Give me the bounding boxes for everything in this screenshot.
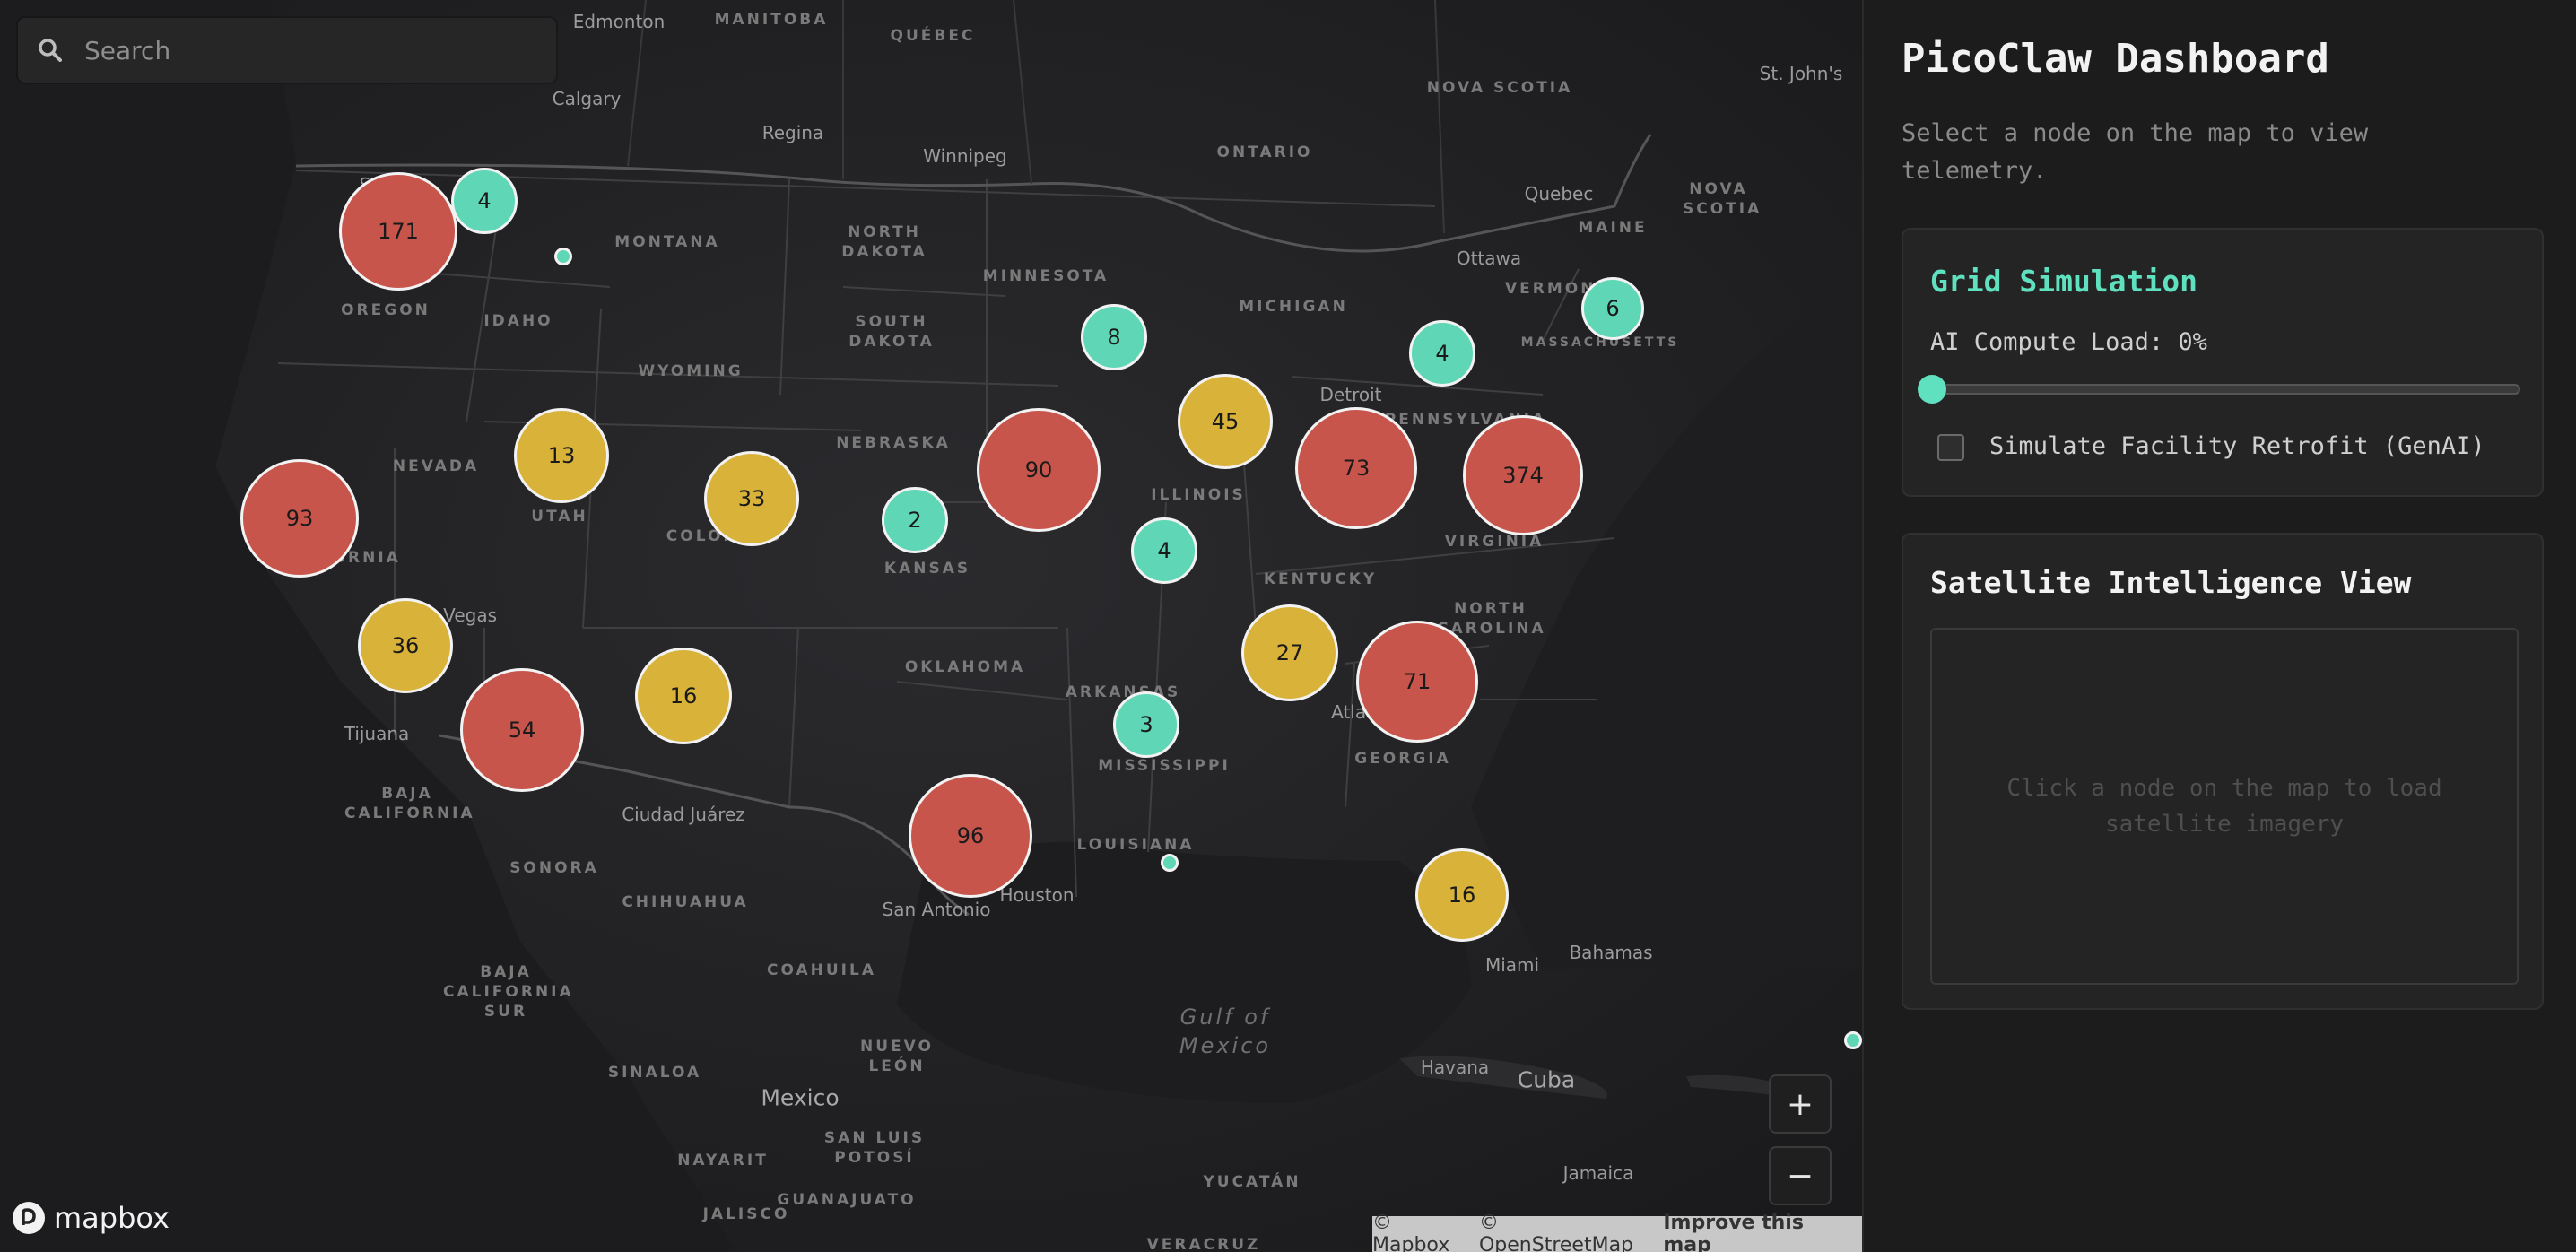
- search-icon: [18, 18, 83, 83]
- node-marker[interactable]: [1161, 854, 1179, 872]
- node-marker[interactable]: [1844, 1031, 1862, 1049]
- grid-simulation-card: Grid Simulation AI Compute Load: 0% Simu…: [1902, 228, 2544, 497]
- mapbox-logo[interactable]: mapbox: [11, 1200, 170, 1236]
- retrofit-checkbox[interactable]: [1937, 434, 1964, 461]
- node-marker[interactable]: [554, 248, 572, 265]
- search-bar[interactable]: [18, 18, 556, 83]
- map-attribution: © Mapbox © OpenStreetMap Improve this ma…: [1372, 1212, 1862, 1252]
- node-cluster[interactable]: 96: [909, 774, 1032, 898]
- improve-map-link[interactable]: Improve this map: [1663, 1212, 1804, 1252]
- node-cluster[interactable]: 4: [451, 168, 518, 234]
- node-cluster[interactable]: 4: [1131, 517, 1197, 584]
- satellite-placeholder-text: Click a node on the map to load satellit…: [2006, 775, 2442, 838]
- node-cluster[interactable]: 13: [514, 408, 609, 503]
- zoom-out-button[interactable]: −: [1769, 1146, 1832, 1205]
- mapbox-logo-text: mapbox: [54, 1201, 170, 1235]
- node-cluster[interactable]: 36: [358, 598, 453, 693]
- node-cluster[interactable]: 27: [1241, 604, 1338, 701]
- node-cluster[interactable]: 6: [1581, 277, 1644, 340]
- satellite-view-card: Satellite Intelligence View Click a node…: [1902, 533, 2544, 1010]
- compute-load-slider-track[interactable]: [1934, 384, 2520, 395]
- node-cluster[interactable]: 73: [1295, 407, 1417, 529]
- attribution-mapbox-link[interactable]: © Mapbox: [1372, 1212, 1450, 1252]
- node-cluster[interactable]: 8: [1081, 304, 1147, 370]
- zoom-in-button[interactable]: +: [1769, 1074, 1832, 1134]
- node-cluster[interactable]: 54: [460, 668, 584, 792]
- grid-simulation-title: Grid Simulation: [1930, 264, 2198, 299]
- map-view[interactable]: Edmonton MANITOBA QUÉBEC Calgary Regina …: [0, 0, 1862, 1252]
- search-input[interactable]: [83, 34, 535, 66]
- node-cluster[interactable]: 4: [1409, 320, 1475, 387]
- node-cluster[interactable]: 374: [1463, 415, 1583, 535]
- node-cluster[interactable]: 3: [1113, 691, 1179, 758]
- node-cluster[interactable]: 90: [977, 408, 1101, 532]
- page-subtitle: Select a node on the map to view telemet…: [1902, 119, 2369, 185]
- sidebar-panel: PicoClaw Dashboard Select a node on the …: [1862, 0, 2576, 1252]
- node-cluster[interactable]: 45: [1178, 374, 1273, 469]
- page-title: PicoClaw Dashboard: [1902, 36, 2329, 82]
- satellite-image-placeholder: Click a node on the map to load satellit…: [1930, 628, 2519, 985]
- satellite-view-title: Satellite Intelligence View: [1930, 565, 2412, 600]
- node-cluster[interactable]: 171: [339, 172, 457, 291]
- node-cluster[interactable]: 93: [240, 459, 359, 578]
- retrofit-label[interactable]: Simulate Facility Retrofit (GenAI): [1989, 432, 2485, 460]
- compute-load-slider-thumb[interactable]: [1918, 375, 1946, 404]
- node-cluster[interactable]: 16: [1415, 848, 1509, 942]
- compute-load-label: AI Compute Load: 0%: [1930, 328, 2207, 356]
- node-cluster[interactable]: 2: [882, 487, 948, 553]
- attribution-osm-link[interactable]: © OpenStreetMap: [1478, 1212, 1634, 1252]
- node-cluster[interactable]: 33: [704, 451, 799, 546]
- node-cluster[interactable]: 71: [1356, 621, 1478, 743]
- mapbox-logo-icon: [13, 1202, 45, 1234]
- node-cluster[interactable]: 16: [635, 648, 732, 744]
- map-basemap: [0, 0, 1862, 1252]
